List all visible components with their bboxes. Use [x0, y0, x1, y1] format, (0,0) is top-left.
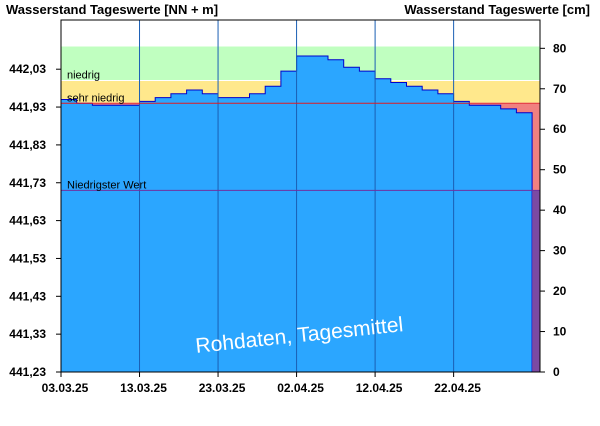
right-axis-title: Wasserstand Tageswerte [cm]	[404, 2, 590, 17]
left-y-tick-label: 441,53	[9, 251, 46, 265]
x-axis-ticks: 03.03.25 13.03.25 23.03.25 02.04.25 12.04.25…	[42, 372, 481, 395]
zone-label: sehr niedrig	[67, 92, 124, 104]
left-y-axis-ticks: 441,23 441,33 441,43 441,53 441,63 441,73 441,…	[9, 62, 61, 379]
left-y-tick-label: 442,03	[9, 62, 46, 76]
zone-label: niedrig	[67, 70, 100, 82]
x-tick-label: 13.03.25	[120, 381, 167, 395]
x-tick-label: 03.03.25	[42, 381, 89, 395]
lowest-value-strip	[532, 190, 540, 372]
reference-line-label: Niedrigster Wert	[67, 179, 146, 191]
right-y-tick-label: 80	[553, 41, 567, 55]
right-y-tick-label: 60	[553, 122, 567, 136]
left-axis-title: Wasserstand Tageswerte [NN + m]	[6, 2, 218, 17]
right-y-axis-ticks: 0 10 20 30 40 50 60 70 80	[540, 41, 567, 379]
left-y-tick-label: 441,93	[9, 100, 46, 114]
x-tick-label: 23.03.25	[199, 381, 246, 395]
zone-labels: niedrig sehr niedrig Niedrigster Wert	[67, 70, 146, 192]
right-y-tick-label: 0	[553, 365, 560, 379]
x-tick-label: 02.04.25	[277, 381, 324, 395]
x-tick-label: 12.04.25	[356, 381, 403, 395]
left-y-tick-label: 441,43	[9, 289, 46, 303]
left-y-tick-label: 441,63	[9, 214, 46, 228]
right-y-tick-label: 10	[553, 325, 567, 339]
plot-frame	[60, 19, 541, 373]
right-y-tick-label: 30	[553, 244, 567, 258]
right-y-tick-label: 50	[553, 163, 567, 177]
right-y-tick-label: 70	[553, 82, 567, 96]
reference-lines	[61, 102, 540, 191]
left-y-tick-label: 441,83	[9, 138, 46, 152]
right-y-tick-label: 40	[553, 203, 567, 217]
right-y-tick-label: 20	[553, 284, 567, 298]
left-y-tick-label: 441,33	[9, 327, 46, 341]
left-y-tick-label: 441,23	[9, 365, 46, 379]
left-y-tick-label: 441,73	[9, 176, 46, 190]
x-tick-label: 22.04.25	[434, 381, 481, 395]
